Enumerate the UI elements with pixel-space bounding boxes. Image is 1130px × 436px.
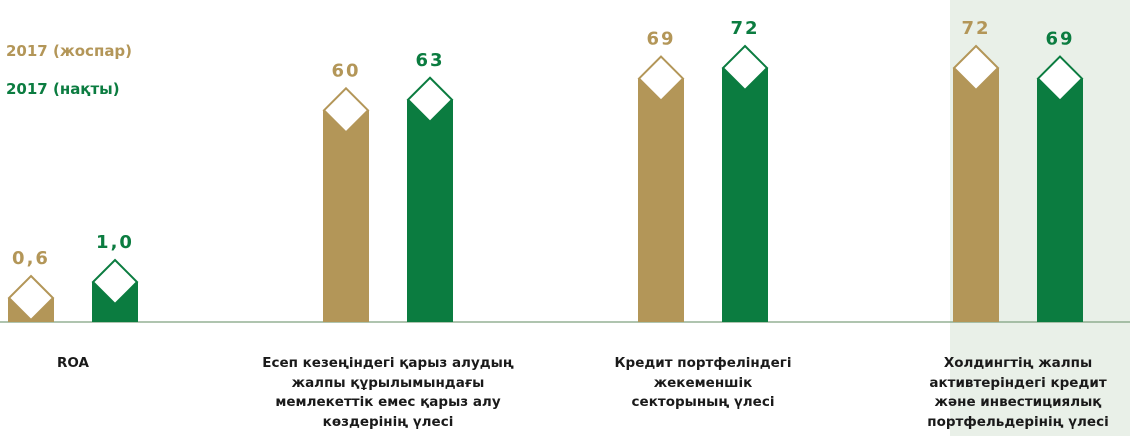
- bar: [323, 110, 369, 322]
- value-label: 72: [961, 18, 990, 39]
- bar: [953, 68, 999, 322]
- value-label: 63: [415, 50, 444, 71]
- value-label: 72: [730, 18, 759, 39]
- x-category-label: Есеп кезеңіндегі қарыз алудың жалпы құры…: [262, 355, 514, 430]
- diamond-marker: [322, 86, 370, 134]
- bar: [722, 68, 768, 322]
- value-label: 69: [1045, 29, 1074, 50]
- diamond-marker: [952, 44, 1000, 92]
- x-category-label: Кредит портфеліндегі жекеменшік секторын…: [614, 355, 792, 410]
- value-label: 60: [331, 60, 360, 81]
- legend-entry: 2017 (нақты): [6, 80, 120, 98]
- bar: [407, 99, 453, 322]
- diamond-marker: [91, 258, 139, 306]
- value-label: 1,0: [96, 232, 134, 253]
- value-label: 0,6: [12, 248, 50, 269]
- x-category-label: ROA: [57, 355, 89, 371]
- bar: [1037, 78, 1083, 322]
- x-category-label: Холдингтің жалпы активтеріндегі кредит ж…: [927, 355, 1109, 430]
- legend-entry: 2017 (жоспар): [6, 42, 133, 60]
- diamond-marker: [721, 44, 769, 92]
- value-label: 69: [646, 29, 675, 50]
- bar: [638, 78, 684, 322]
- diamond-marker: [637, 55, 685, 102]
- diamond-marker: [1036, 55, 1084, 102]
- diamond-marker: [7, 274, 55, 322]
- diamond-marker: [406, 76, 454, 124]
